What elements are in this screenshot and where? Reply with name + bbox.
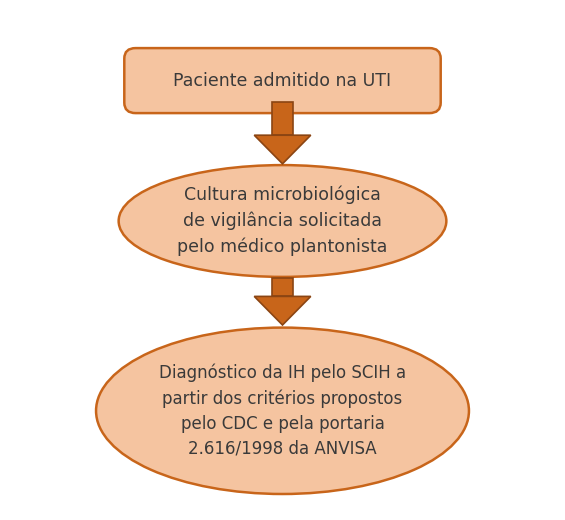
FancyBboxPatch shape (272, 102, 293, 135)
Text: Cultura microbiológica
de vigilância solicitada
pelo médico plantonista: Cultura microbiológica de vigilância sol… (177, 186, 388, 256)
Polygon shape (254, 296, 311, 325)
Ellipse shape (96, 328, 469, 494)
FancyBboxPatch shape (124, 48, 441, 113)
FancyBboxPatch shape (272, 278, 293, 296)
Polygon shape (254, 135, 311, 164)
Ellipse shape (119, 165, 446, 277)
Text: Diagnóstico da IH pelo SCIH a
partir dos critérios propostos
pelo CDC e pela por: Diagnóstico da IH pelo SCIH a partir dos… (159, 363, 406, 458)
Text: Paciente admitido na UTI: Paciente admitido na UTI (173, 72, 392, 89)
